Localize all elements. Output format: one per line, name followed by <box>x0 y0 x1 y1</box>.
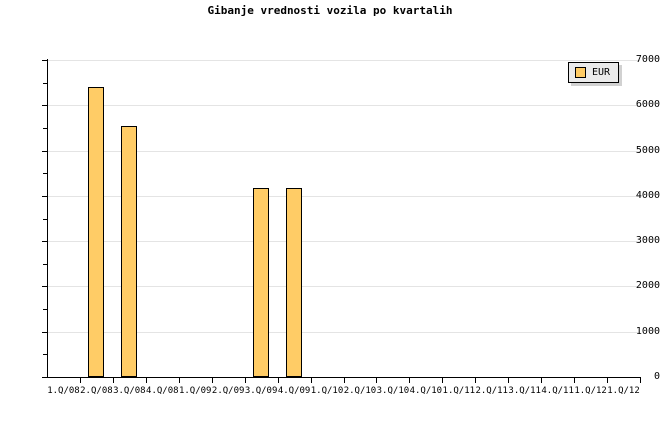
x-axis-tick <box>311 378 312 383</box>
y-axis-tick-label: 4000 <box>635 189 660 201</box>
x-axis-tick-label: 2.Q/10 <box>343 386 377 396</box>
x-axis-tick-label: 4.Q/10 <box>409 386 443 396</box>
x-axis-tick <box>541 378 542 383</box>
legend-label-eur: EUR <box>592 67 611 78</box>
x-axis-tick <box>113 378 114 383</box>
y-axis-tick-label: 1000 <box>635 325 660 337</box>
gridline <box>47 241 640 243</box>
x-axis-tick-label: 1.Q/08 <box>47 386 80 396</box>
y-axis-tick <box>42 241 47 243</box>
y-axis-minor-tick <box>43 173 47 175</box>
plot-background <box>47 60 640 377</box>
y-axis-tick <box>42 286 47 288</box>
x-axis-tick-label: 1.Q/12 <box>574 386 607 396</box>
bar[interactable] <box>286 188 303 377</box>
x-axis-tick <box>212 378 213 383</box>
chart-title: Gibanje vrednosti vozila po kvartalih <box>207 4 453 17</box>
x-axis-tick <box>376 378 377 383</box>
legend-swatch-eur <box>575 67 586 78</box>
x-axis-tick-label: 1.Q/10 <box>310 386 344 396</box>
x-axis-tick <box>475 378 476 383</box>
y-axis-tick-label: 3000 <box>635 235 660 247</box>
bar[interactable] <box>253 188 270 377</box>
y-axis-line <box>47 59 48 378</box>
x-axis-line <box>47 377 641 378</box>
y-axis-minor-tick <box>43 218 47 220</box>
gridline <box>47 195 640 197</box>
x-axis-tick-label: 3.Q/11 <box>508 386 541 396</box>
y-axis-tick <box>42 60 47 61</box>
x-axis-tick-label: 4.Q/08 <box>146 386 179 396</box>
bar[interactable] <box>88 87 105 377</box>
x-axis-tick-label: 4.Q/11 <box>541 386 574 396</box>
x-axis-tick <box>508 378 509 383</box>
x-axis-tick-label: 3.Q/10 <box>376 386 410 396</box>
x-axis-tick <box>574 378 575 383</box>
x-axis-tick-label: 3.Q/08 <box>113 386 146 396</box>
x-axis-tick <box>245 378 246 383</box>
y-axis-tick-label: 0 <box>653 371 660 382</box>
x-axis-tick-label: 1.Q/09 <box>178 386 212 396</box>
x-axis-tick-label: 1.Q/12 <box>607 386 640 396</box>
y-axis-tick <box>42 377 47 378</box>
y-axis-tick-label: 5000 <box>635 144 660 156</box>
plot-area <box>47 60 640 377</box>
x-axis-tick-label: 2.Q/09 <box>211 386 245 396</box>
bar[interactable] <box>121 125 138 377</box>
x-axis-tick <box>179 378 180 383</box>
x-axis-tick-label: 4.Q/09 <box>277 386 311 396</box>
x-axis-tick-label: 3.Q/09 <box>244 386 278 396</box>
x-axis-tick-label: 2.Q/08 <box>80 386 113 396</box>
y-axis-tick <box>42 105 47 107</box>
gridline <box>47 60 640 61</box>
x-axis-tick <box>607 378 608 383</box>
y-axis-tick <box>42 195 47 197</box>
gridline <box>47 331 640 333</box>
y-axis-tick <box>42 331 47 333</box>
y-axis-minor-tick <box>43 354 47 356</box>
y-axis-tick <box>42 150 47 152</box>
y-axis-tick-label: 7000 <box>635 54 660 65</box>
x-axis-tick <box>640 378 641 383</box>
x-axis-tick-label: 1.Q/11 <box>442 386 476 396</box>
x-axis-tick <box>278 378 279 383</box>
gridline <box>47 286 640 288</box>
y-axis-tick-label: 6000 <box>635 99 660 111</box>
y-axis-minor-tick <box>43 309 47 311</box>
x-axis-tick <box>146 378 147 383</box>
x-axis-tick-label: 2.Q/11 <box>475 386 508 396</box>
y-axis-tick-label: 2000 <box>635 280 660 292</box>
gridline <box>47 105 640 107</box>
x-axis-tick <box>80 378 81 383</box>
y-axis-minor-tick <box>43 82 47 84</box>
gridline <box>47 150 640 152</box>
x-axis-tick <box>344 378 345 383</box>
x-axis-tick <box>409 378 410 383</box>
y-axis-minor-tick <box>43 263 47 265</box>
y-axis-minor-tick <box>43 127 47 129</box>
legend[interactable]: EUR <box>568 62 620 83</box>
x-axis-tick <box>442 378 443 383</box>
